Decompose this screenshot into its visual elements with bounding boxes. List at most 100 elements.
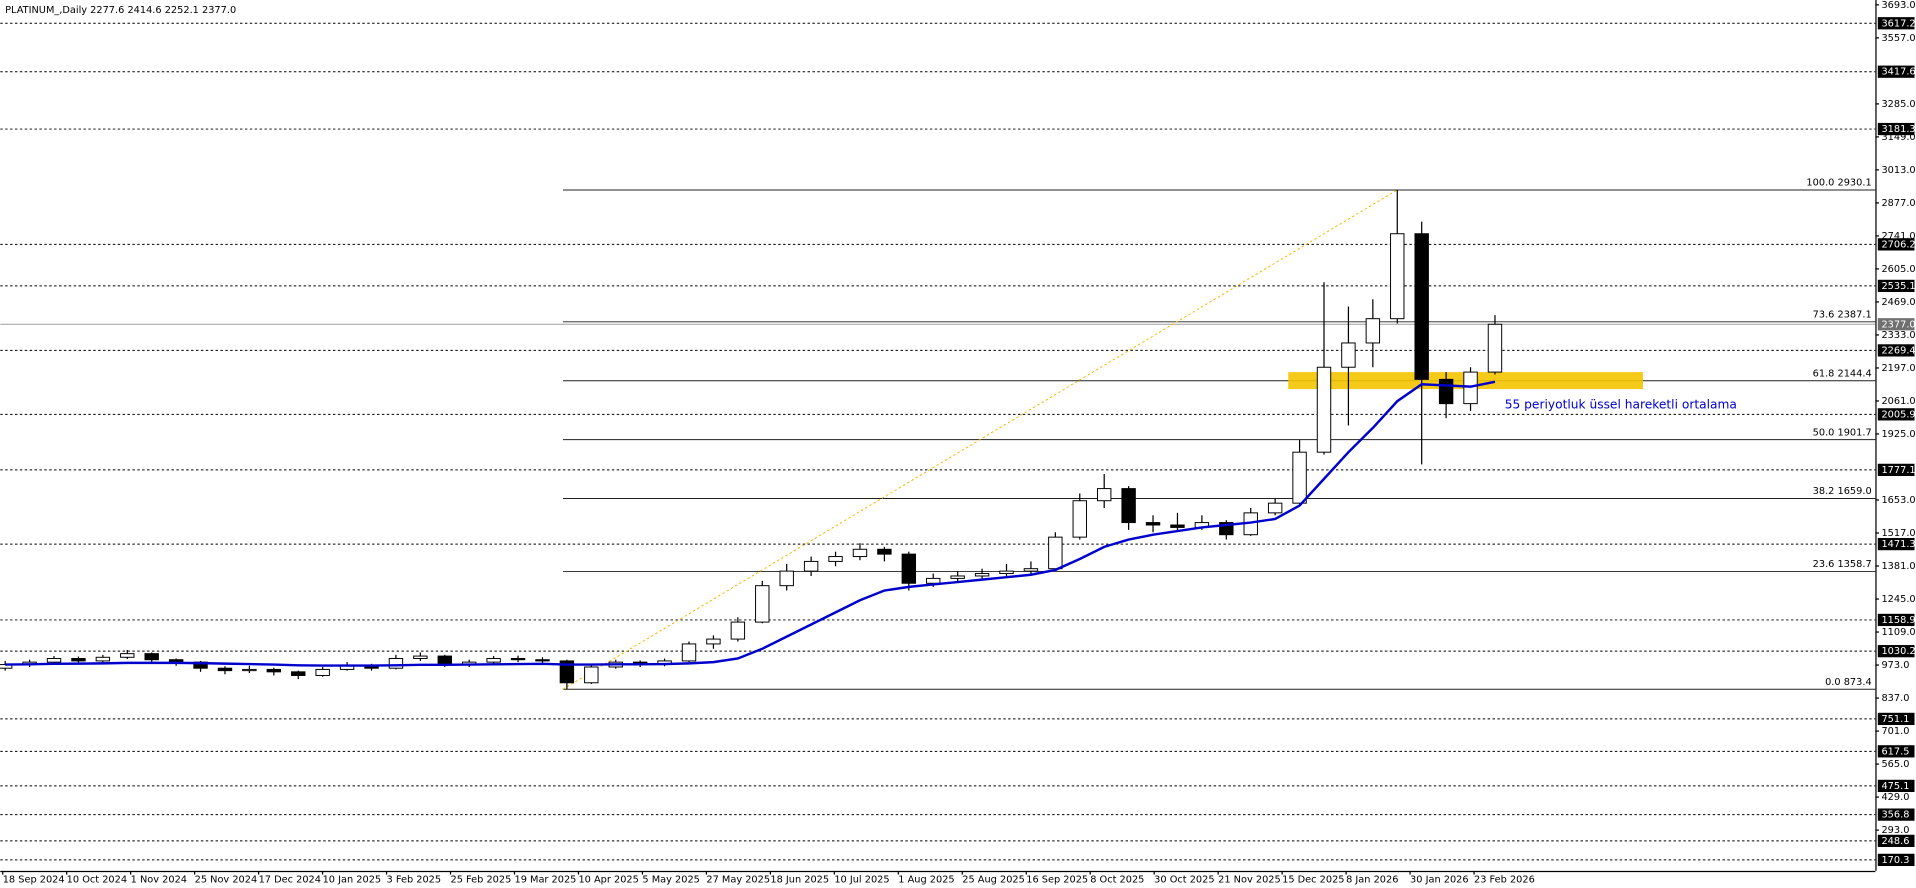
x-tick-label: 8 Jan 2026 bbox=[1346, 874, 1398, 885]
level-label: 1158.9 bbox=[1881, 615, 1915, 626]
level-label: 2005.9 bbox=[1881, 409, 1915, 420]
candle-body bbox=[510, 658, 526, 661]
level-box bbox=[1877, 645, 1915, 658]
x-tick-label: 1 Nov 2024 bbox=[131, 874, 187, 885]
level-box bbox=[1877, 279, 1915, 293]
candle-body bbox=[681, 643, 697, 662]
candle-body bbox=[95, 656, 111, 662]
y-tick-label: 2333.0 bbox=[1881, 330, 1915, 341]
fib-label: 61.8 2144.4 bbox=[1813, 368, 1872, 379]
candle-body bbox=[999, 570, 1014, 575]
x-tick-label: 15 Dec 2025 bbox=[1282, 874, 1344, 885]
y-tick-label: 1109.0 bbox=[1881, 627, 1915, 638]
y-tick-label: 1925.0 bbox=[1881, 429, 1915, 440]
x-tick-label: 30 Oct 2025 bbox=[1154, 874, 1214, 885]
x-tick-label: 5 May 2025 bbox=[642, 874, 699, 885]
level-box bbox=[1877, 238, 1915, 251]
candle-body bbox=[315, 668, 330, 676]
chart-title: PLATINUM_,Daily 2277.6 2414.6 2252.1 237… bbox=[5, 5, 236, 16]
ema-line bbox=[5, 380, 1496, 667]
y-tick-label: 429.0 bbox=[1881, 792, 1909, 803]
fib-trendline bbox=[562, 189, 1398, 690]
y-tick-label: 1517.0 bbox=[1881, 528, 1915, 539]
candle-body bbox=[1487, 323, 1503, 373]
candle-body bbox=[1145, 522, 1161, 526]
candle-body bbox=[1170, 524, 1185, 528]
candle-body bbox=[413, 655, 428, 659]
x-tick-label: 1 Aug 2025 bbox=[898, 874, 954, 885]
y-tick-label: 701.0 bbox=[1881, 726, 1909, 737]
candle-body bbox=[901, 553, 917, 584]
level-label: 3181.3 bbox=[1881, 124, 1915, 135]
candle-body bbox=[46, 658, 62, 663]
fib-label: 0.0 873.4 bbox=[1825, 677, 1872, 688]
data-layer bbox=[0, 190, 1503, 690]
x-tick-label: 27 May 2025 bbox=[706, 874, 770, 885]
x-tick-label: 23 Feb 2026 bbox=[1474, 874, 1535, 885]
level-box bbox=[1877, 808, 1915, 821]
y-tick-label: 2741.0 bbox=[1881, 231, 1915, 242]
x-tick-label: 18 Sep 2024 bbox=[3, 874, 65, 885]
candle-body bbox=[388, 658, 404, 669]
x-tick-label: 25 Aug 2025 bbox=[962, 874, 1025, 885]
level-label: 475.1 bbox=[1881, 781, 1909, 792]
y-tick-label: 3285.0 bbox=[1881, 99, 1915, 110]
level-label: 1777.1 bbox=[1881, 465, 1915, 476]
candle-body bbox=[877, 548, 892, 555]
candle-body bbox=[974, 573, 990, 577]
candle-body bbox=[803, 560, 819, 572]
level-label: 617.5 bbox=[1881, 746, 1909, 757]
candle-body bbox=[1096, 488, 1112, 502]
level-label: 1471.3 bbox=[1881, 539, 1915, 550]
y-tick-label: 2469.0 bbox=[1881, 297, 1915, 308]
fib-label: 38.2 1659.0 bbox=[1813, 486, 1872, 497]
x-tick-label: 25 Feb 2025 bbox=[451, 874, 512, 885]
candle-body bbox=[266, 668, 282, 673]
level-label: 3417.6 bbox=[1881, 67, 1915, 78]
candle-body bbox=[1048, 536, 1063, 570]
candle-body bbox=[144, 653, 159, 661]
y-tick-label: 3693.0 bbox=[1881, 0, 1915, 11]
x-tick-label: 17 Dec 2024 bbox=[259, 874, 321, 885]
x-tick-label: 21 Nov 2025 bbox=[1218, 874, 1281, 885]
candle-body bbox=[1365, 318, 1381, 344]
level-label: 2269.4 bbox=[1881, 345, 1915, 356]
fib-label: 23.6 1358.7 bbox=[1813, 559, 1872, 570]
level-box bbox=[1877, 537, 1915, 551]
y-tick-label: 565.0 bbox=[1881, 759, 1909, 770]
x-tick-label: 10 Jan 2025 bbox=[323, 874, 382, 885]
candle-body bbox=[486, 658, 501, 663]
candle-body bbox=[1316, 366, 1332, 453]
candle-body bbox=[120, 653, 135, 658]
candle-body bbox=[242, 668, 257, 672]
y-tick-label: 837.0 bbox=[1881, 693, 1909, 704]
candle-body bbox=[559, 660, 575, 684]
candle-body bbox=[217, 667, 233, 672]
x-tick-label: 19 Mar 2025 bbox=[514, 874, 576, 885]
candle-body bbox=[1414, 233, 1429, 380]
level-label: 3617.2 bbox=[1881, 18, 1915, 29]
candle-body bbox=[584, 666, 599, 684]
y-tick-label: 1245.0 bbox=[1881, 594, 1915, 605]
x-tick-label: 10 Apr 2025 bbox=[578, 874, 638, 885]
fib-label: 100.0 2930.1 bbox=[1806, 178, 1871, 189]
y-tick-label: 2877.0 bbox=[1881, 198, 1915, 209]
y-tick-label: 293.0 bbox=[1881, 825, 1909, 836]
level-box bbox=[1877, 344, 1915, 357]
level-label: 356.8 bbox=[1881, 810, 1909, 821]
fib-label: 73.6 2387.1 bbox=[1813, 309, 1872, 320]
y-tick-label: 3013.0 bbox=[1881, 165, 1915, 176]
y-tick-label: 3149.0 bbox=[1881, 132, 1915, 143]
fib-label: 50.0 1901.7 bbox=[1813, 427, 1872, 438]
candle-body bbox=[1438, 378, 1454, 405]
level-box bbox=[1877, 745, 1915, 758]
candle-body bbox=[437, 655, 452, 666]
level-label: 248.6 bbox=[1881, 836, 1909, 847]
level-box bbox=[1877, 834, 1915, 847]
y-tick-label: 2605.0 bbox=[1881, 264, 1915, 275]
candle-body bbox=[755, 585, 770, 623]
